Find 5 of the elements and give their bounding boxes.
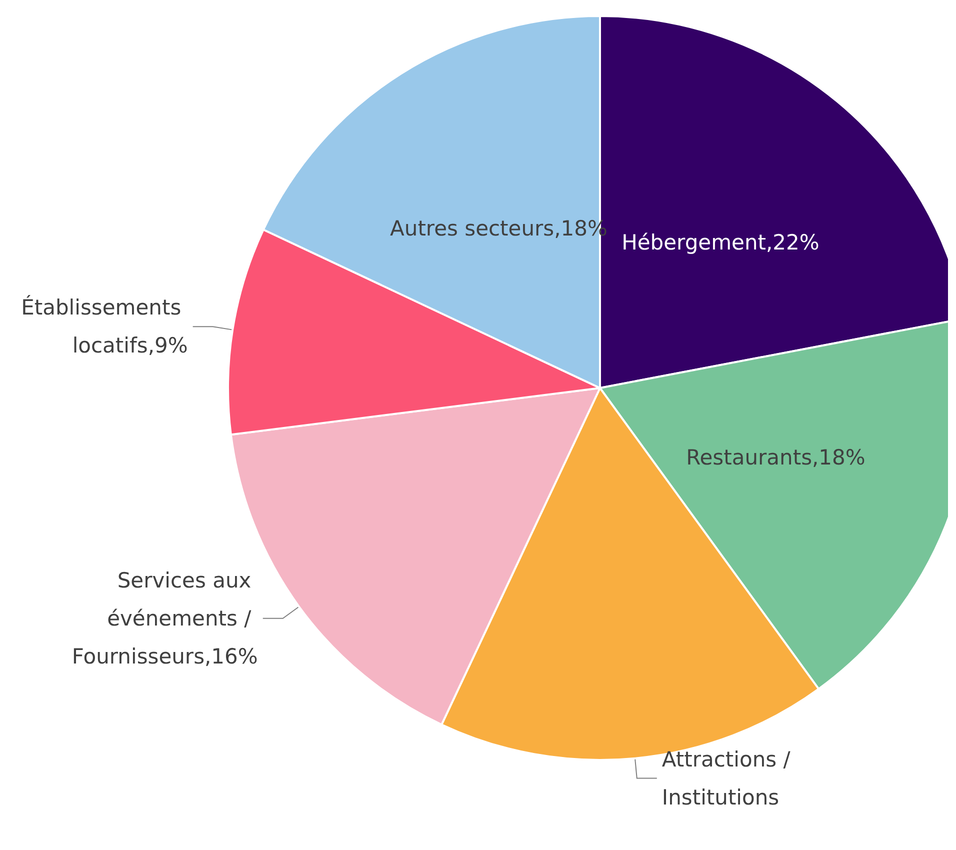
slice-label: Restaurants,18% bbox=[686, 446, 866, 470]
slice-label: Hébergement,22% bbox=[622, 230, 820, 254]
slice-label: Services aux événements / Fournisseurs,16% bbox=[72, 568, 258, 668]
slice-label: Établissements locatifs,9% bbox=[21, 294, 188, 358]
slice-label: Attractions / Institutions bbox=[662, 747, 797, 810]
